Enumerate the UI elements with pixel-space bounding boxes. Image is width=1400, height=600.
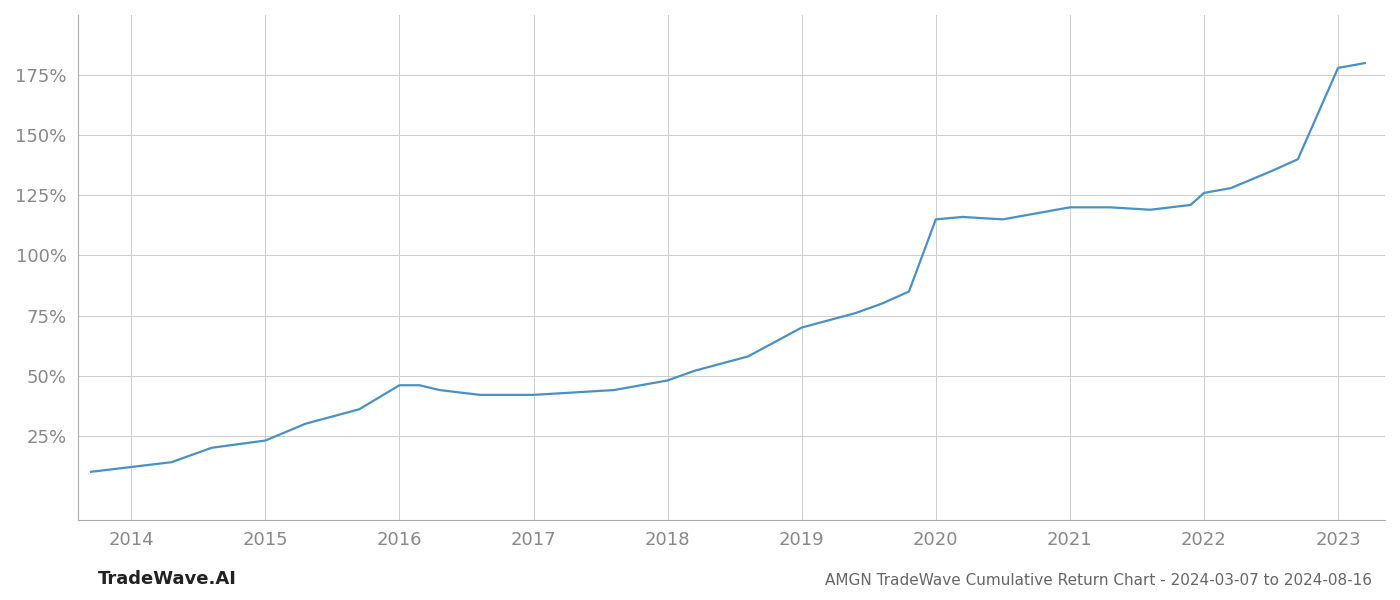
Text: AMGN TradeWave Cumulative Return Chart - 2024-03-07 to 2024-08-16: AMGN TradeWave Cumulative Return Chart -…	[825, 573, 1372, 588]
Text: TradeWave.AI: TradeWave.AI	[98, 570, 237, 588]
